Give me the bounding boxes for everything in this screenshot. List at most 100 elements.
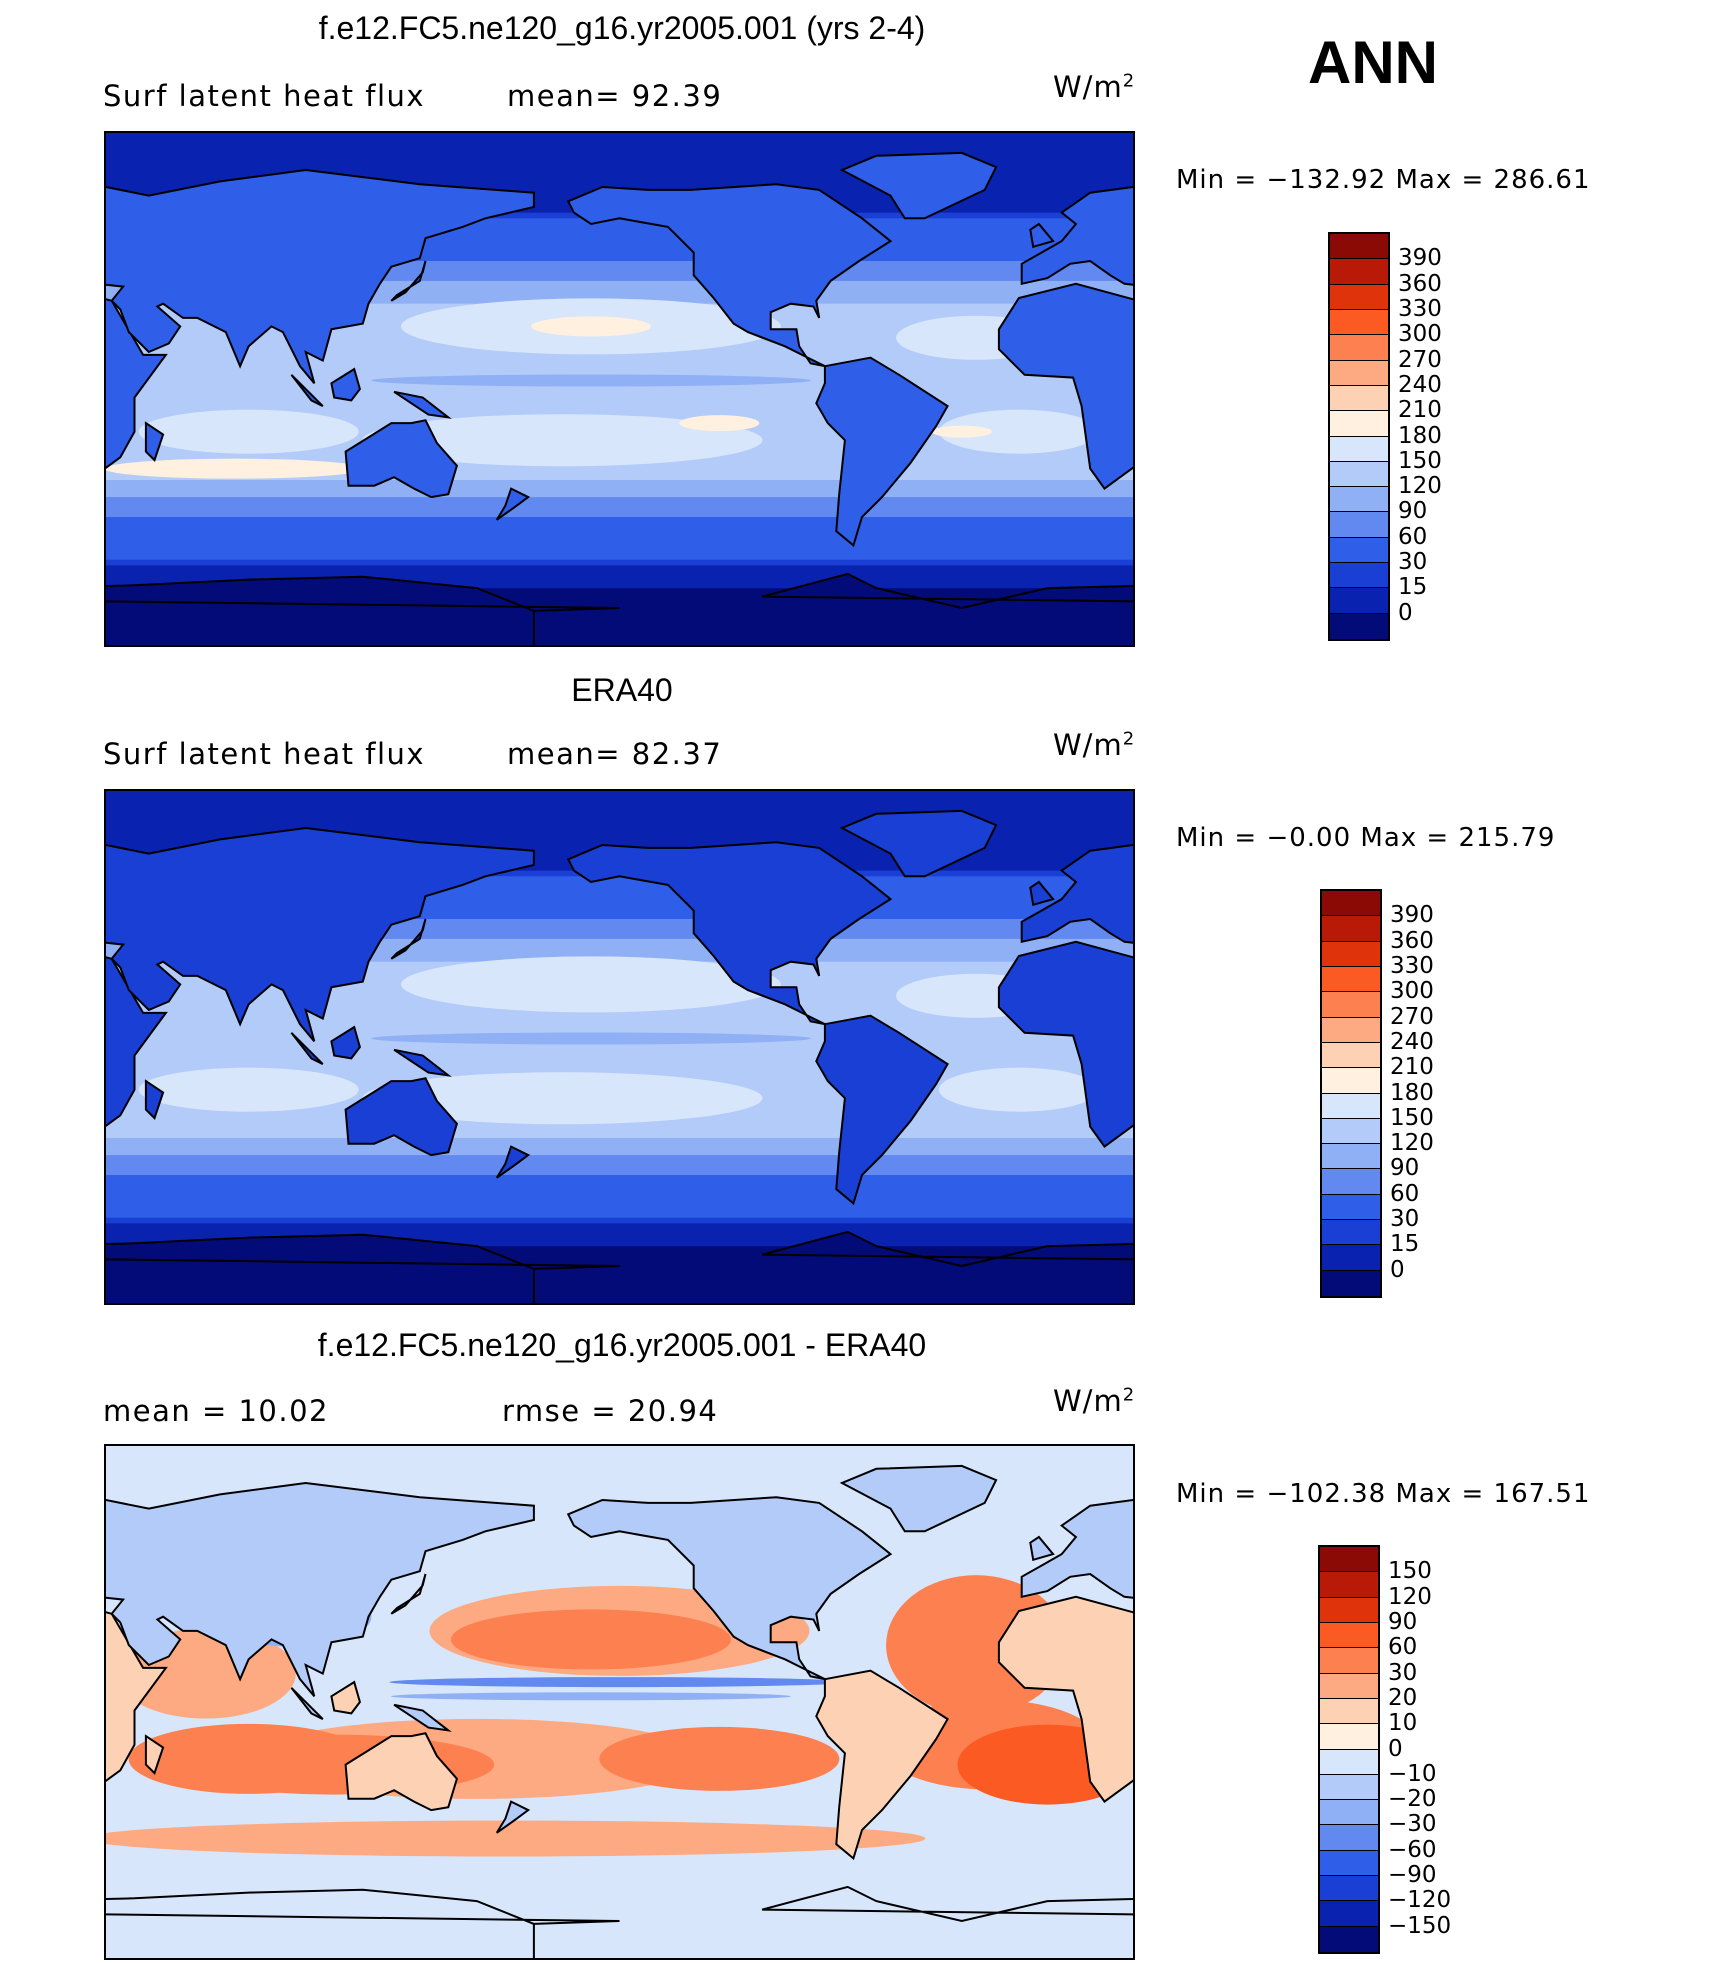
colorbar-tick-label: −150 xyxy=(1388,1912,1452,1939)
colorbar-tick-label: 330 xyxy=(1390,952,1434,979)
panel-1-units: W/m2 xyxy=(1053,70,1136,104)
colorbar-swatch xyxy=(1322,1144,1380,1170)
colorbar-swatch xyxy=(1320,1724,1378,1750)
field-region xyxy=(938,1067,1099,1112)
colorbar-tick-label: 15 xyxy=(1390,1231,1420,1258)
colorbar-swatch xyxy=(1320,1850,1378,1877)
colorbar-tick-label: 180 xyxy=(1398,422,1442,449)
colorbar-tick-label: −60 xyxy=(1388,1836,1437,1863)
panel-2-units: W/m2 xyxy=(1053,728,1136,762)
panel-2-mean-label: mean= 82.37 xyxy=(507,737,723,771)
colorbar-tick-label: 150 xyxy=(1390,1104,1434,1131)
panel-1-mean-label: mean= 92.39 xyxy=(507,79,723,113)
colorbar-tick-label: 210 xyxy=(1398,397,1442,424)
colorbar-swatch xyxy=(1322,1068,1380,1094)
colorbar-tick-label: 30 xyxy=(1390,1206,1420,1233)
panel-1-map xyxy=(104,131,1135,647)
colorbar-tick-label: −30 xyxy=(1388,1811,1437,1838)
coastline xyxy=(393,1048,452,1077)
colorbar-tick-label: 15 xyxy=(1398,574,1428,601)
coastline xyxy=(330,367,361,402)
colorbar-swatch xyxy=(1322,1194,1380,1221)
field-region xyxy=(931,425,992,438)
colorbar-swatch xyxy=(1330,360,1388,386)
coastline xyxy=(393,1703,452,1732)
coastline xyxy=(330,1680,361,1715)
colorbar-tick-label: 60 xyxy=(1388,1634,1418,1661)
coastline xyxy=(106,1611,168,1782)
field-region xyxy=(138,1067,359,1112)
colorbar-swatch xyxy=(1322,941,1380,967)
colorbar-tick-label: 90 xyxy=(1388,1608,1418,1635)
field-region xyxy=(128,1723,369,1794)
field-region xyxy=(938,409,1099,454)
coastline xyxy=(566,1496,893,1681)
colorbar-swatch xyxy=(1330,613,1388,639)
field-region xyxy=(450,1609,731,1670)
field-region xyxy=(599,1726,840,1791)
coastline xyxy=(1029,880,1055,907)
coastline xyxy=(106,1888,620,1958)
field-region xyxy=(390,1692,791,1701)
field-region xyxy=(362,1072,763,1125)
colorbar-swatch xyxy=(1330,588,1388,614)
coastline xyxy=(290,374,324,407)
colorbar-tick-label: 10 xyxy=(1388,1710,1418,1737)
colorbar-tick-label: 360 xyxy=(1398,270,1442,297)
field-region xyxy=(106,458,365,479)
colorbar-swatch xyxy=(1320,1597,1378,1623)
coastline xyxy=(839,151,998,220)
panel-2-variable-label: Surf latent heat flux xyxy=(103,737,426,771)
colorbar-tick-label: −120 xyxy=(1388,1887,1452,1914)
colorbar-swatch xyxy=(1322,992,1380,1018)
coastline xyxy=(1020,1498,1133,1599)
colorbar-tick-label: 60 xyxy=(1398,523,1428,550)
colorbar-tick-label: 240 xyxy=(1390,1028,1434,1055)
panel-3-rmse-label: rmse = 20.94 xyxy=(502,1394,719,1428)
coastline xyxy=(106,956,168,1127)
coastline xyxy=(344,419,459,499)
colorbar-swatch xyxy=(1320,1825,1378,1851)
field-region xyxy=(400,956,781,1013)
coastline xyxy=(144,421,165,462)
colorbar-tick-label: 120 xyxy=(1398,473,1442,500)
colorbar-tick-label: 30 xyxy=(1398,549,1428,576)
panel-1-title: f.e12.FC5.ne120_g16.yr2005.001 (yrs 2-4) xyxy=(318,10,926,46)
panel-2-colorbar xyxy=(1320,889,1382,1298)
coastline xyxy=(761,1230,1133,1268)
coastline xyxy=(761,572,1133,610)
field-region xyxy=(530,316,651,337)
panel-1-min-max: Min = −132.92 Max = 286.61 xyxy=(1176,165,1591,195)
coastline xyxy=(393,390,452,419)
coastline xyxy=(1020,843,1133,944)
panel-3-map-canvas xyxy=(106,1446,1133,1958)
coastline xyxy=(1029,222,1055,249)
colorbar-tick-label: 30 xyxy=(1388,1659,1418,1686)
colorbar-swatch xyxy=(1322,1245,1380,1271)
coastline xyxy=(390,918,427,960)
colorbar-swatch xyxy=(1320,1749,1378,1775)
colorbar-swatch xyxy=(1322,1042,1380,1069)
colorbar-tick-label: 180 xyxy=(1390,1079,1434,1106)
coastline xyxy=(495,1145,531,1179)
colorbar-swatch xyxy=(1330,461,1388,488)
colorbar-swatch xyxy=(1320,1698,1378,1725)
field-region xyxy=(362,414,763,467)
panel-3-colorbar xyxy=(1318,1545,1380,1954)
coastline xyxy=(566,183,893,368)
colorbar-swatch xyxy=(1330,259,1388,285)
colorbar-swatch xyxy=(1322,1118,1380,1145)
colorbar-tick-label: −20 xyxy=(1388,1786,1437,1813)
coastline xyxy=(815,1014,949,1206)
colorbar-tick-label: 150 xyxy=(1388,1558,1432,1585)
coastline xyxy=(495,487,531,521)
colorbar-tick-label: 300 xyxy=(1390,978,1434,1005)
colorbar-swatch xyxy=(1320,1547,1378,1573)
panel-1-map-canvas xyxy=(106,133,1133,645)
coastline xyxy=(815,1669,949,1861)
colorbar-swatch xyxy=(1320,1876,1378,1902)
coastline xyxy=(106,1481,535,1697)
coastline xyxy=(390,1573,427,1615)
panel-3-title: f.e12.FC5.ne120_g16.yr2005.001 - ERA40 xyxy=(317,1327,927,1363)
colorbar-swatch xyxy=(1322,1093,1380,1119)
